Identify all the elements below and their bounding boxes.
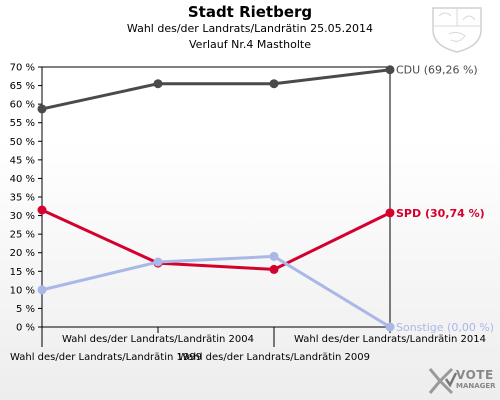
- y-tick-label: 50 %: [10, 137, 35, 148]
- data-point-sonstige: [153, 257, 163, 267]
- plot-area-frame: [41, 66, 391, 328]
- y-tick-label: 20 %: [10, 248, 35, 259]
- y-tick-label: 15 %: [10, 267, 35, 278]
- coat-of-arms-icon: [432, 7, 482, 53]
- y-tick-label: 55 %: [10, 118, 35, 129]
- series-end-label-cdu: CDU (69,26 %): [396, 64, 478, 77]
- y-tick-label: 45 %: [10, 155, 35, 166]
- chart-title: Stadt Rietberg: [187, 3, 313, 21]
- y-tick-label: 60 %: [10, 100, 35, 111]
- y-tick-label: 65 %: [10, 81, 35, 92]
- y-tick-label: 70 %: [10, 63, 35, 74]
- y-tick-label: 0 %: [16, 323, 35, 334]
- y-tick-label: 5 %: [16, 304, 35, 315]
- data-point-cdu: [269, 79, 279, 89]
- series-end-label-sonstige: Sonstige (0,00 %): [396, 321, 494, 334]
- vote-manager-logo: VOTE MANAGER: [456, 368, 496, 392]
- data-point-spd: [269, 264, 279, 274]
- data-point-sonstige: [385, 322, 395, 332]
- y-tick-label: 25 %: [10, 230, 35, 241]
- y-tick-label: 35 %: [10, 193, 35, 204]
- x-tick-label: Wahl des/der Landrats/Landrätin 2004: [62, 334, 254, 345]
- chart-subtitle-2: Verlauf Nr.4 Mastholte: [189, 38, 311, 51]
- logo-line-2: MANAGER: [456, 382, 496, 390]
- series-end-label-spd: SPD (30,74 %): [396, 207, 485, 220]
- data-point-sonstige: [269, 251, 279, 261]
- data-point-spd: [385, 208, 395, 218]
- data-point-cdu: [385, 65, 395, 75]
- data-point-cdu: [153, 79, 163, 89]
- x-tick-label: Wahl des/der Landrats/Landrätin 1999: [10, 352, 202, 363]
- logo-line-1: VOTE: [456, 368, 494, 382]
- series-line-spd: [41, 208, 391, 271]
- vote-manager-logo-icon: [428, 367, 458, 395]
- x-tick-label: Wahl des/der Landrats/Landrätin 2014: [294, 334, 486, 345]
- series-line-cdu: [41, 68, 391, 111]
- y-tick-label: 10 %: [10, 285, 35, 296]
- data-point-sonstige: [37, 285, 47, 295]
- y-tick-label: 30 %: [10, 211, 35, 222]
- y-tick-label: 40 %: [10, 174, 35, 185]
- chart-subtitle: Wahl des/der Landrats/Landrätin 25.05.20…: [126, 22, 374, 35]
- data-point-cdu: [37, 104, 47, 114]
- x-tick-label: Wahl des/der Landrats/Landrätin 2009: [178, 352, 370, 363]
- data-point-spd: [37, 205, 47, 215]
- series-line-sonstige: [41, 254, 391, 329]
